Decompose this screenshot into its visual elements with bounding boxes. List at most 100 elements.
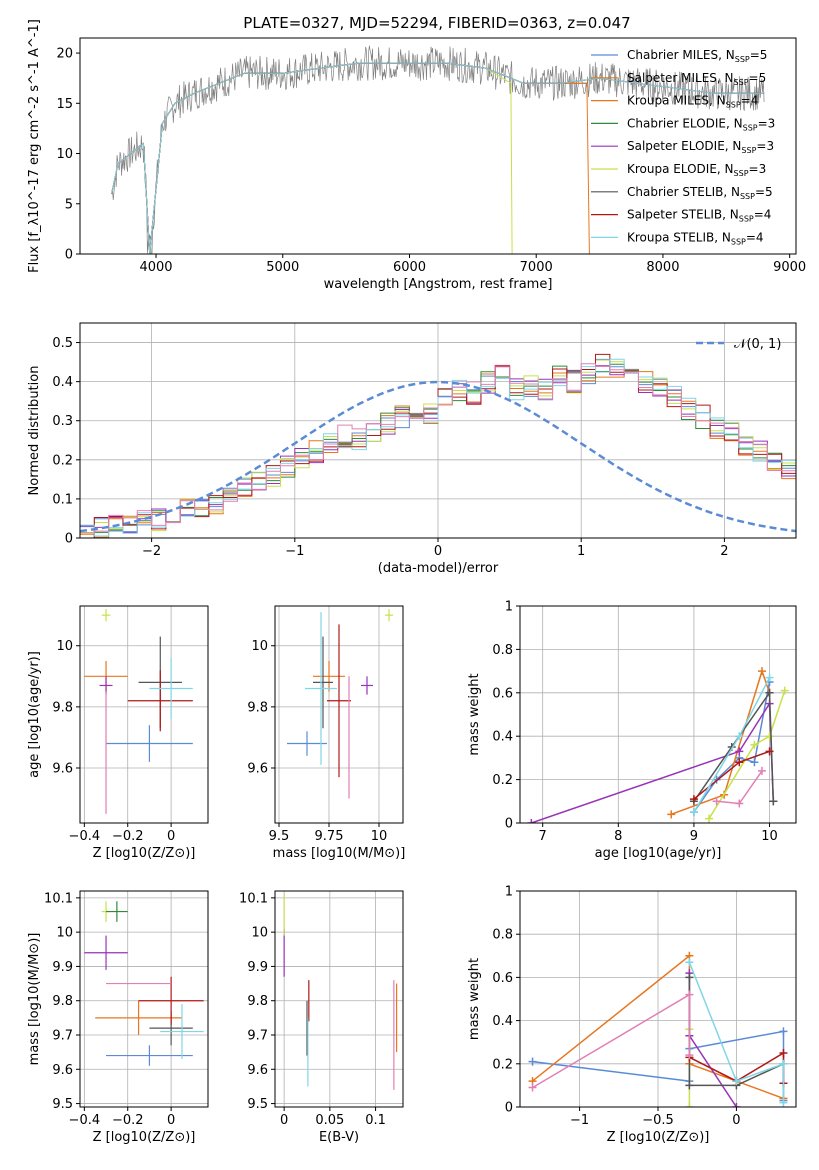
plot-area — [84, 609, 193, 814]
plot-area — [283, 894, 398, 1090]
legend-label: Kroupa ELODIE, NSSP=3 — [627, 162, 766, 178]
y-tick-label: 20 — [56, 47, 73, 62]
legend-label-tail: =5 — [750, 48, 768, 62]
x-tick-label: −0.5 — [642, 1113, 674, 1128]
legend-label-sub: SSP — [734, 169, 749, 178]
panel-mass_vs_EBV: 0 0.05 0.1 9.5 9.6 9.7 9.8 9.9 10 10.1 E(B-V) — [239, 890, 404, 1145]
axes-frame — [519, 605, 797, 824]
plot-area — [527, 667, 789, 823]
y-tick-label: 0.2 — [52, 453, 73, 468]
series-point-marker — [528, 1057, 537, 1066]
plot-area — [111, 45, 765, 254]
series-point-marker — [750, 740, 759, 749]
series-point-marker — [735, 758, 744, 767]
legend-label-sub: SSP — [740, 192, 755, 201]
y-tick-label: 0 — [65, 248, 73, 263]
y-tick-label: 9.7 — [52, 1029, 73, 1044]
y-tick-label: 10.1 — [239, 891, 268, 906]
y-tick-label: 0.1 — [52, 492, 73, 507]
series-line — [111, 62, 765, 254]
x-tick-label: 0 — [167, 829, 175, 844]
legend-label-tail: =3 — [756, 139, 774, 153]
y-tick-label: 10 — [56, 926, 73, 941]
series-point-marker — [779, 1059, 788, 1068]
y-tick-label: 0.4 — [492, 1014, 513, 1029]
y-tick-label: 0.6 — [492, 686, 513, 701]
legend-label-base: Salpeter STELIB, N — [627, 208, 739, 222]
gaussian-curve — [80, 380, 796, 533]
series-point-marker — [685, 1103, 694, 1107]
axes-frame — [274, 890, 404, 1108]
x-tick-label: 0 — [434, 544, 442, 559]
x-axis-label: Z [log10(Z/Z⊙)] — [607, 1130, 710, 1145]
series-point-marker — [685, 1051, 694, 1060]
legend-label: Salpeter STELIB, NSSP=4 — [627, 208, 771, 224]
plot-area — [528, 951, 788, 1107]
legend-label-tail: =4 — [741, 94, 759, 108]
histogram-series — [80, 363, 796, 538]
y-tick-label: 9.6 — [247, 761, 268, 776]
y-tick-label: 10 — [56, 639, 73, 654]
y-tick-label: 9.9 — [247, 960, 268, 975]
legend-label-sub: SSP — [741, 146, 756, 155]
series-point-marker — [705, 814, 714, 823]
series-point-marker — [779, 1027, 788, 1036]
y-tick-label: 5 — [65, 197, 73, 212]
y-tick-label: 9.5 — [247, 1097, 268, 1112]
series-point-marker — [732, 1103, 741, 1107]
legend-label-sub: SSP — [743, 123, 758, 132]
y-tick-label: 9.9 — [52, 960, 73, 975]
y-tick-label: 9.8 — [52, 994, 73, 1009]
series-point-marker — [689, 808, 698, 817]
x-tick-label: −1 — [570, 1113, 589, 1128]
legend-label-sub: SSP — [735, 55, 750, 64]
y-tick-label: 9.7 — [247, 1029, 268, 1044]
panel-mass_vs_Z: −0.4 −0.2 0 9.5 9.6 9.7 9.8 9.9 10 10.1 Z [log10(Z… — [27, 890, 209, 1145]
series-point-marker — [527, 819, 536, 823]
legend-label-tail: =5 — [755, 185, 773, 199]
panel-residuals: 𝒩(0, 1) −2 −1 0 1 2 0 0.1 0.2 0.3 0.4 0.5 (data-mode… — [27, 322, 797, 576]
panel-age_vs_Z: −0.4 −0.2 0 9.6 9.8 10 Z [log10(Z/Z⊙)] age [log… — [27, 605, 209, 861]
series-point-marker — [685, 1081, 694, 1090]
series-line — [708, 690, 786, 820]
panels: 4000 5000 6000 7000 8000 900005101520waveleng… — [27, 19, 806, 1145]
series-line — [688, 962, 785, 1103]
y-tick-label: 15 — [56, 97, 73, 112]
data-spectrum-line — [111, 45, 765, 254]
y-tick-label: 10 — [56, 147, 73, 162]
y-tick-label: 9.8 — [247, 994, 268, 1009]
series-point-marker — [667, 810, 676, 819]
series-point-marker — [528, 1083, 537, 1092]
x-axis-label: mass [log10(M/M⊙)] — [273, 846, 406, 861]
plot-area — [80, 353, 796, 538]
series-point-marker — [757, 766, 766, 775]
legend-label-base: Chabrier MILES, N — [627, 48, 735, 62]
legend-label: Chabrier MILES, NSSP=5 — [627, 48, 767, 64]
x-tick-label: 9.5 — [269, 829, 290, 844]
x-tick-label: 8 — [614, 829, 622, 844]
y-tick-label: 0 — [505, 1101, 513, 1116]
y-tick-label: 1 — [505, 885, 513, 900]
legend-label-tail: =3 — [749, 162, 767, 176]
series-point-marker — [735, 747, 744, 756]
x-axis-label: Z [log10(Z/Z⊙)] — [93, 846, 196, 861]
series-point-marker — [765, 732, 774, 741]
x-tick-label: −1 — [285, 544, 304, 559]
series-point-marker — [780, 686, 789, 695]
series-point-marker — [735, 799, 744, 808]
series-line — [693, 690, 775, 802]
series-point-marker — [685, 958, 694, 967]
y-tick-label: 0.2 — [492, 773, 513, 788]
legend-label-sub: SSP — [739, 215, 754, 224]
x-tick-label: 0 — [167, 1113, 175, 1128]
y-tick-label: 0 — [505, 817, 513, 832]
series-point-marker — [769, 797, 778, 806]
y-tick-label: 0 — [65, 532, 73, 547]
y-tick-label: 10 — [251, 639, 268, 654]
legend-label-base: Kroupa STELIB, N — [627, 230, 731, 244]
x-tick-label: −0.4 — [69, 1113, 101, 1128]
legend-label-tail: =4 — [754, 208, 772, 222]
panel-spectrum: 4000 5000 6000 7000 8000 9000 0 5 10 15 20 waveleng… — [27, 19, 806, 292]
y-tick-label: 9.5 — [52, 1097, 73, 1112]
legend-label: Salpeter MILES, NSSP=5 — [627, 71, 766, 87]
